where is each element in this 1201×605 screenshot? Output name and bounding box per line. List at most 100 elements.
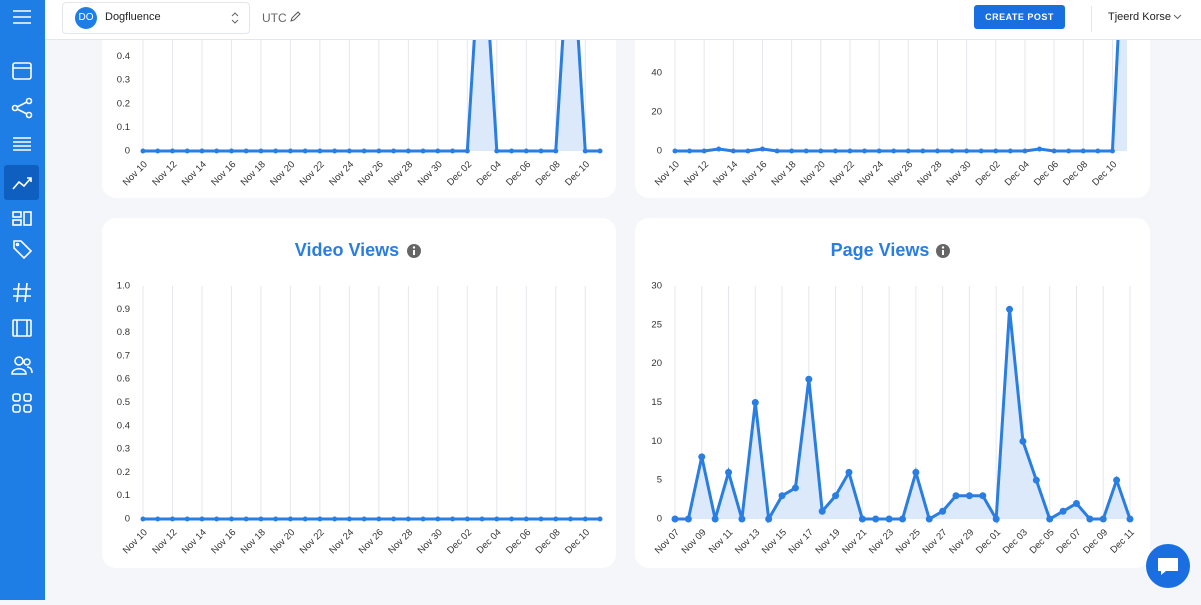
point — [1099, 515, 1107, 523]
active-item[interactable] — [4, 165, 39, 200]
point — [949, 148, 955, 154]
point — [862, 148, 868, 154]
calendar-icon[interactable] — [12, 62, 32, 80]
apps-icon[interactable] — [12, 393, 32, 413]
y-tick-label: 0.3 — [117, 444, 130, 455]
analytics-icon[interactable] — [12, 177, 32, 190]
point — [1059, 507, 1067, 515]
y-tick-label: 20 — [651, 107, 662, 118]
point — [169, 516, 175, 522]
point — [964, 148, 970, 154]
y-tick-label: 25 — [651, 319, 662, 330]
point — [243, 148, 249, 154]
create-post-button[interactable]: CREATE POST — [974, 5, 1065, 29]
plot — [140, 516, 603, 522]
y-tick-label: 0.9 — [117, 304, 130, 315]
point — [965, 492, 973, 500]
point — [832, 148, 838, 154]
point — [258, 516, 264, 522]
info-icon[interactable] — [407, 244, 421, 258]
point — [1022, 148, 1028, 154]
point — [523, 516, 529, 522]
y-tick-label: 0.4 — [117, 420, 130, 431]
point — [228, 148, 234, 154]
point — [684, 515, 692, 523]
point — [464, 516, 470, 522]
separator — [1091, 6, 1092, 32]
y-tick-label: 0.5 — [117, 397, 130, 408]
point — [273, 516, 279, 522]
point — [420, 516, 426, 522]
edit-icon[interactable] — [289, 11, 301, 23]
point — [302, 516, 308, 522]
hashtag-icon[interactable] — [13, 282, 31, 303]
y-tick-label: 0.6 — [117, 374, 130, 385]
point — [1113, 476, 1121, 484]
point — [939, 507, 947, 515]
point — [435, 148, 441, 154]
point — [993, 148, 999, 154]
point — [214, 148, 220, 154]
chart-title: Video Views — [295, 240, 399, 260]
point — [140, 148, 146, 154]
chat-button[interactable] — [1146, 544, 1190, 588]
info-icon[interactable] — [936, 244, 950, 258]
share-icon[interactable] — [11, 97, 33, 119]
point — [155, 148, 161, 154]
point — [803, 148, 809, 154]
point — [1046, 515, 1054, 523]
point — [1080, 148, 1086, 154]
chevron — [1173, 14, 1182, 20]
user-menu[interactable]: Tjeerd Korse — [1108, 11, 1171, 23]
point — [214, 516, 220, 522]
point — [791, 484, 799, 492]
area — [675, 309, 1130, 519]
point — [876, 148, 882, 154]
point — [1051, 148, 1057, 154]
area — [143, 40, 600, 151]
point — [376, 148, 382, 154]
point — [1066, 148, 1072, 154]
point — [361, 516, 367, 522]
point — [759, 146, 765, 152]
tag-icon[interactable] — [13, 240, 33, 260]
point — [1095, 148, 1101, 154]
point — [464, 148, 470, 154]
point — [1072, 499, 1080, 507]
point — [1037, 146, 1043, 152]
point — [891, 148, 897, 154]
y-tick-label: 0.3 — [117, 75, 130, 86]
org-avatar: DO — [75, 7, 97, 29]
sidebar-icons — [4, 10, 39, 413]
list-icon[interactable] — [13, 137, 31, 151]
sidebar — [0, 0, 45, 600]
point — [905, 148, 911, 154]
layout-icon[interactable] — [12, 211, 32, 226]
point — [730, 148, 736, 154]
point — [538, 516, 544, 522]
y-tick-label: 0.8 — [117, 327, 130, 338]
point — [184, 148, 190, 154]
point — [494, 148, 500, 154]
film-icon[interactable] — [12, 319, 32, 337]
chart-title: Page Views — [831, 240, 930, 260]
point — [597, 516, 603, 522]
menu-icon[interactable] — [13, 10, 31, 24]
point — [538, 148, 544, 154]
org-selector[interactable]: DO Dogfluence — [62, 2, 250, 34]
plot — [672, 40, 1127, 154]
plot — [140, 40, 603, 154]
y-tick-label: 0 — [657, 514, 662, 525]
point — [553, 148, 559, 154]
y-tick-label: 15 — [651, 397, 662, 408]
y-tick-label: 20 — [651, 358, 662, 369]
point — [435, 516, 441, 522]
point — [332, 148, 338, 154]
point — [361, 148, 367, 154]
point — [509, 516, 515, 522]
point — [287, 148, 293, 154]
users-icon[interactable] — [11, 356, 33, 375]
point — [405, 516, 411, 522]
point — [317, 516, 323, 522]
